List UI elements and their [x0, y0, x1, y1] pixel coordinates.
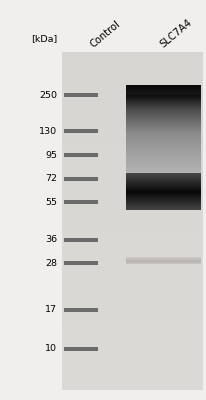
Bar — [64, 308, 98, 312]
Bar — [64, 153, 98, 157]
Text: 10: 10 — [45, 344, 57, 353]
Bar — [64, 177, 98, 181]
Text: 130: 130 — [39, 127, 57, 136]
Bar — [64, 347, 98, 351]
Bar — [64, 238, 98, 242]
Bar — [64, 261, 98, 265]
Text: 72: 72 — [45, 174, 57, 183]
Bar — [64, 200, 98, 204]
Text: SLC7A4: SLC7A4 — [158, 18, 193, 50]
Text: 36: 36 — [44, 235, 57, 244]
Text: 95: 95 — [45, 150, 57, 160]
Text: Control: Control — [88, 19, 122, 50]
Text: [kDa]: [kDa] — [30, 34, 57, 43]
Bar — [64, 130, 98, 134]
Text: 17: 17 — [45, 305, 57, 314]
Text: 55: 55 — [45, 198, 57, 207]
Bar — [64, 93, 98, 97]
Text: 250: 250 — [39, 91, 57, 100]
Text: 28: 28 — [45, 259, 57, 268]
